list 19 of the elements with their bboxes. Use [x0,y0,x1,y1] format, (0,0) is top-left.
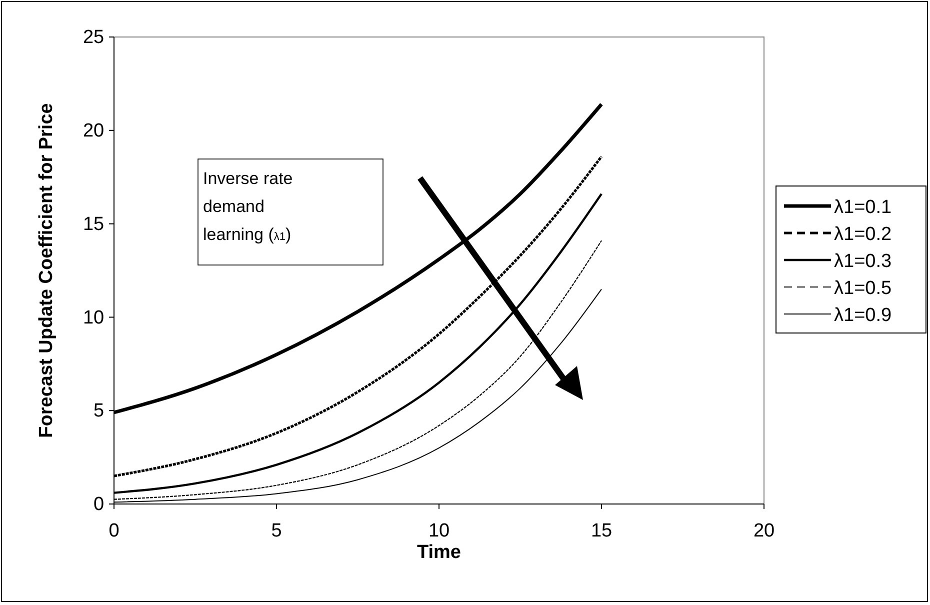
legend-label: λ1=0.3 [834,251,892,272]
x-tick-label: 5 [271,520,282,542]
annotation: Inverse rate demand learning (λ1) [203,169,293,244]
y-tick-label: 25 [82,27,104,48]
legend-label: λ1=0.1 [834,197,892,218]
y-tick-label: 0 [94,494,104,516]
x-tick-label: 20 [753,520,775,542]
y-tick-label: 5 [94,400,104,422]
x-tick-label: 0 [108,520,120,542]
y-tick-label: 10 [82,307,104,328]
legend-label: λ1=0.2 [834,224,892,245]
x-tick-label: 15 [590,520,612,542]
legend-label: λ1=0.5 [834,278,892,299]
x-axis-title: Time [416,542,462,563]
y-axis-title: Forecast Update Coefficient for Price [36,103,57,438]
y-tick-label: 20 [82,120,104,142]
x-tick-label: 10 [428,520,450,542]
y-tick-label: 15 [82,214,104,235]
legend-label: λ1=0.9 [834,305,892,326]
